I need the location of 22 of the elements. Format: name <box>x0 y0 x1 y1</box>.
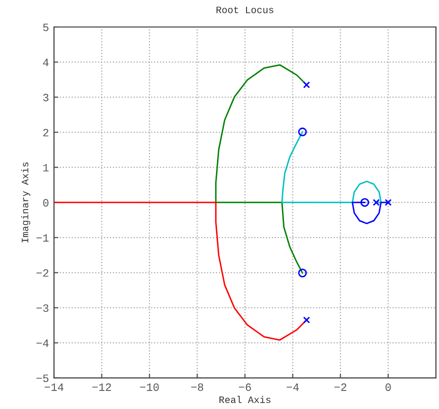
y-tick-label: −1 <box>36 234 49 242</box>
chart-title: Root Locus <box>216 6 274 14</box>
x-tick-label: −8 <box>191 383 204 391</box>
y-tick-label: −2 <box>36 269 48 277</box>
x-tick-label: −4 <box>286 384 299 391</box>
y-tick-label: −5 <box>36 374 48 382</box>
y-tick-label: 0 <box>43 199 48 207</box>
y-tick-label: 2 <box>43 128 48 136</box>
x-tick-label: −10 <box>140 383 159 391</box>
x-axis-title: Real Axis <box>219 396 270 404</box>
x-tick-label: −12 <box>92 383 111 391</box>
x-tick-label: −2 <box>334 383 346 391</box>
y-tick-label: 4 <box>43 58 49 66</box>
y-tick-label: 3 <box>43 94 48 102</box>
x-tick-label: 0 <box>386 383 391 391</box>
x-tick-label: −6 <box>238 383 251 391</box>
y-tick-label: −3 <box>36 304 48 312</box>
y-tick-label: 1 <box>43 164 49 172</box>
y-tick-label: −4 <box>36 340 49 347</box>
y-tick-label: 5 <box>43 24 48 32</box>
y-axis-title: Imaginary Axis <box>21 162 30 242</box>
x-tick-label: −14 <box>44 384 64 391</box>
